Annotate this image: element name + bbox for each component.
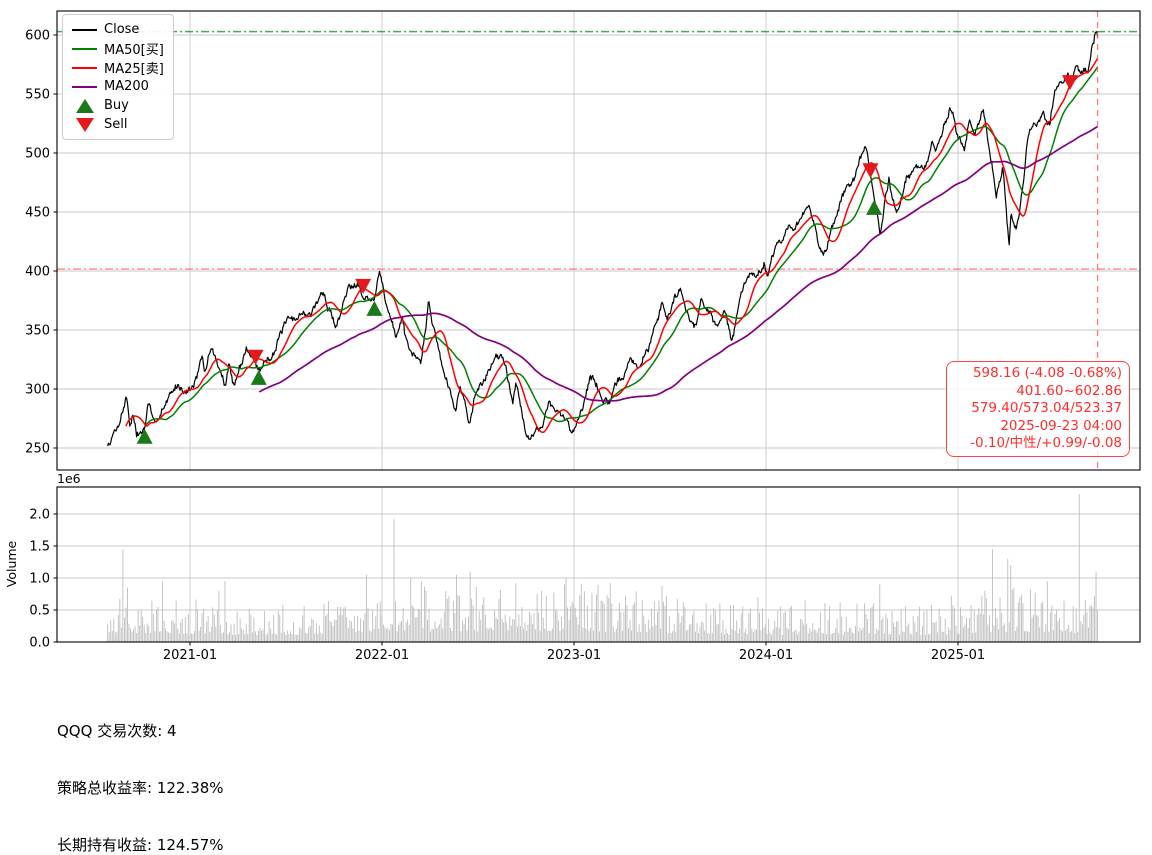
- ma50-line-icon: [71, 47, 98, 50]
- svg-text:250: 250: [25, 442, 50, 457]
- legend-label: Close: [104, 22, 140, 37]
- svg-text:400: 400: [25, 265, 50, 280]
- svg-text:1.0: 1.0: [29, 572, 50, 587]
- ma25-line-icon: [71, 66, 98, 69]
- annotation-date-line: 2025-09-23 04:00: [1000, 417, 1122, 434]
- svg-text:2021-01: 2021-01: [163, 648, 217, 663]
- svg-text:2023-01: 2023-01: [547, 648, 601, 663]
- stats-summary: QQQ 交易次数: 4 策略总收益率: 122.38% 长期持有收益: 124.…: [57, 684, 543, 855]
- svg-text:0.5: 0.5: [29, 604, 50, 619]
- legend-item-sell: Sell: [71, 115, 173, 134]
- trade-count-line: QQQ 交易次数: 4: [57, 722, 177, 740]
- svg-text:300: 300: [25, 383, 50, 398]
- legend-item-close: Close: [71, 20, 173, 39]
- legend-label: MA200: [104, 79, 149, 94]
- buy-triangle-icon: [71, 98, 98, 113]
- annotation-ma-line: 579.40/573.04/523.37: [971, 400, 1122, 417]
- svg-text:Volume: Volume: [4, 540, 19, 587]
- strategy-return-line: 策略总收益率: 122.38%: [57, 779, 224, 797]
- annotation-signal-line: -0.10/中性/+0.99/-0.08: [970, 435, 1122, 452]
- svg-text:1e6: 1e6: [57, 471, 81, 486]
- legend: Close MA50[买] MA25[卖] MA200 Buy Sell: [62, 14, 174, 140]
- close-line-icon: [71, 28, 98, 31]
- svg-text:2025-01: 2025-01: [931, 648, 985, 663]
- chart-canvas: 250 300 350 400 450 500 550 600 0.0 0.5 1.0 1.5 2.0 2…: [4, 10, 1141, 663]
- annotation-box: 598.16 (-4.08 -0.68%) 401.60~602.86 579.…: [946, 361, 1130, 457]
- annotation-range-line: 401.60~602.86: [1016, 382, 1122, 399]
- sell-triangle-icon: [71, 117, 98, 132]
- legend-item-ma200: MA200: [71, 77, 173, 96]
- svg-text:500: 500: [25, 147, 50, 162]
- legend-item-ma25: MA25[卖]: [71, 58, 173, 77]
- legend-label: Sell: [104, 117, 128, 132]
- svg-text:2.0: 2.0: [29, 508, 50, 523]
- ma200-line-icon: [71, 85, 98, 88]
- annotation-price-line: 598.16 (-4.08 -0.68%): [972, 365, 1122, 381]
- legend-label: Buy: [104, 98, 129, 113]
- legend-label: MA25[卖]: [104, 62, 164, 77]
- svg-text:600: 600: [25, 29, 50, 44]
- svg-text:2022-01: 2022-01: [355, 648, 409, 663]
- svg-text:550: 550: [25, 88, 50, 103]
- svg-text:350: 350: [25, 324, 50, 339]
- hold-return-line: 长期持有收益: 124.57%: [57, 836, 224, 854]
- legend-item-buy: Buy: [71, 96, 173, 115]
- svg-text:0.0: 0.0: [29, 636, 50, 651]
- svg-text:450: 450: [25, 206, 50, 221]
- legend-item-ma50: MA50[买]: [71, 39, 173, 58]
- svg-text:2024-01: 2024-01: [739, 648, 793, 663]
- svg-text:1.5: 1.5: [29, 540, 50, 555]
- legend-label: MA50[买]: [104, 43, 164, 58]
